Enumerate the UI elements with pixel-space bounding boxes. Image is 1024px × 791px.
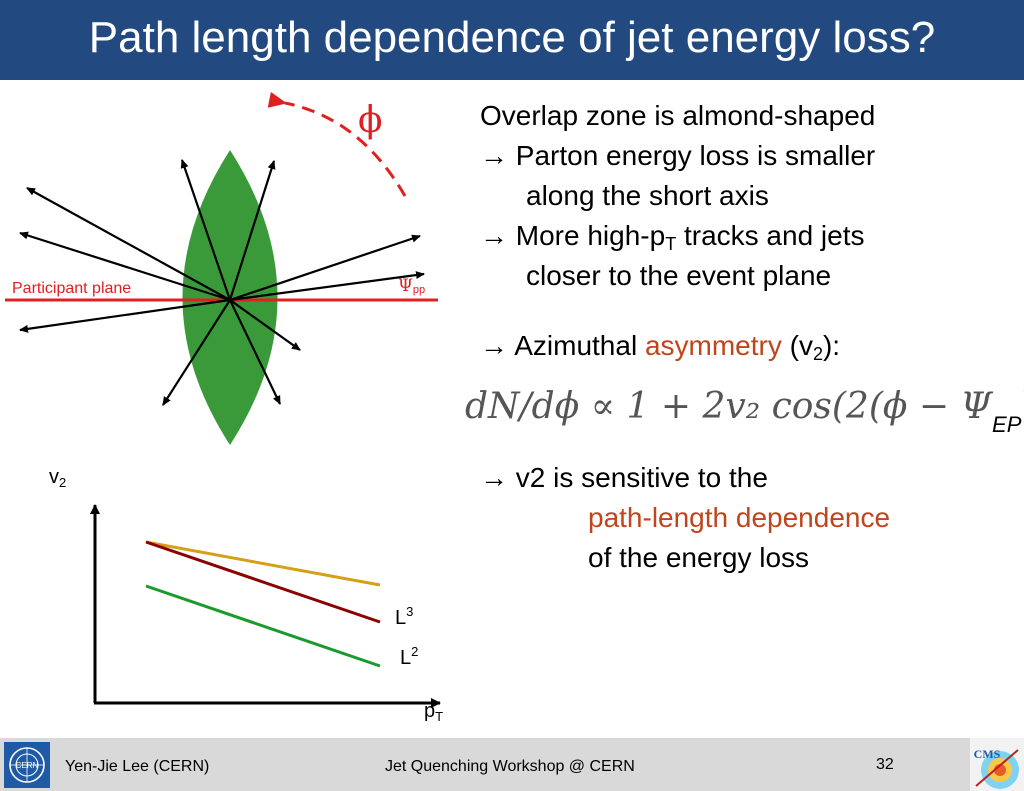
formula-close: )) xyxy=(1021,386,1024,427)
track-line xyxy=(229,234,421,302)
bullet-4-sub: 2 xyxy=(812,344,823,364)
bullet-list: Overlap zone is almond-shaped → Parton e… xyxy=(480,96,875,366)
bullet-3: → More high-pT tracks and jets xyxy=(480,216,875,256)
track-line xyxy=(162,299,231,406)
cern-logo: CERN xyxy=(4,742,50,788)
track-line xyxy=(19,231,231,302)
cms-logo: CMS xyxy=(970,738,1024,791)
bullet-5-red: path-length dependence xyxy=(588,502,891,533)
bullet-3-pre: → More high-p xyxy=(480,220,666,251)
track-line xyxy=(229,299,281,405)
track-line xyxy=(229,271,425,302)
l2-label: L2 xyxy=(400,644,419,670)
cms-logo-text: CMS xyxy=(974,747,1001,761)
bullet-4-red: asymmetry xyxy=(644,330,782,361)
l3-label-main: L xyxy=(395,607,407,629)
l2-label-sup: 2 xyxy=(411,644,419,659)
bullet-2: → Parton energy loss is smaller xyxy=(480,140,876,171)
psi-pp-label: Ψpp xyxy=(398,276,425,296)
bullet-4: → Azimuthal asymmetry (v2): xyxy=(480,326,875,366)
bullet-1: Overlap zone is almond-shaped xyxy=(480,100,876,131)
l3-curve xyxy=(145,540,381,624)
track-line xyxy=(229,299,301,351)
plot-xlabel: pT xyxy=(424,700,443,723)
l2-label-main: L xyxy=(400,647,412,669)
track-line xyxy=(228,160,276,301)
almond-diagram xyxy=(5,92,438,445)
bullet-3-post: tracks and jets xyxy=(676,220,865,251)
plot-ylabel: v2 xyxy=(49,466,66,489)
bullet-5: → v2 is sensitive to the xyxy=(480,462,768,493)
footer-bar xyxy=(0,738,1024,791)
l3-label: L3 xyxy=(395,604,414,630)
footer-event: Jet Quenching Workshop @ CERN xyxy=(385,758,635,775)
yellow-curve xyxy=(145,540,381,587)
title-bar xyxy=(0,0,1024,80)
bullet-4-mid: (v xyxy=(781,330,813,361)
plot-xlabel-main: p xyxy=(424,700,436,722)
bullet-3-cont: closer to the event plane xyxy=(526,260,832,291)
track-line xyxy=(19,298,231,333)
bullet-list-2: → v2 is sensitive to the path-length dep… xyxy=(480,458,890,578)
formula-main: dN/dϕ ∝ 1 + 2v₂ cos(2(ϕ − Ψ xyxy=(465,386,993,427)
plot-xlabel-sub: T xyxy=(435,709,444,724)
footer-page-number: 32 xyxy=(876,756,894,773)
formula-subscript: EP xyxy=(992,412,1022,437)
psi-subscript: pp xyxy=(412,284,426,296)
participant-plane-label: Participant plane xyxy=(12,280,132,297)
bullet-4-post: ): xyxy=(822,330,841,361)
footer-author: Yen-Jie Lee (CERN) xyxy=(65,758,210,775)
phi-symbol: ϕ xyxy=(358,100,383,141)
psi-symbol: Ψ xyxy=(398,276,413,296)
track-line xyxy=(26,187,231,301)
plot-ylabel-main: v xyxy=(49,466,59,488)
l2-curve xyxy=(145,584,381,668)
phi-arc-arrow xyxy=(267,92,407,197)
cern-logo-text: CERN xyxy=(16,761,39,770)
slide-title: Path length dependence of jet energy los… xyxy=(88,13,936,62)
v2-pt-plot xyxy=(90,504,441,708)
bullet-3-sub: T xyxy=(665,234,677,254)
l3-label-sup: 3 xyxy=(406,604,414,619)
bullet-5-cont: of the energy loss xyxy=(588,542,810,573)
plot-ylabel-sub: 2 xyxy=(59,475,67,490)
bullet-2-cont: along the short axis xyxy=(526,180,769,211)
v2-formula: dN/dϕ ∝ 1 + 2v₂ cos(2(ϕ − ΨEP)) xyxy=(465,386,1024,438)
bullet-4-pre: → Azimuthal xyxy=(480,330,645,361)
track-line xyxy=(180,159,232,301)
